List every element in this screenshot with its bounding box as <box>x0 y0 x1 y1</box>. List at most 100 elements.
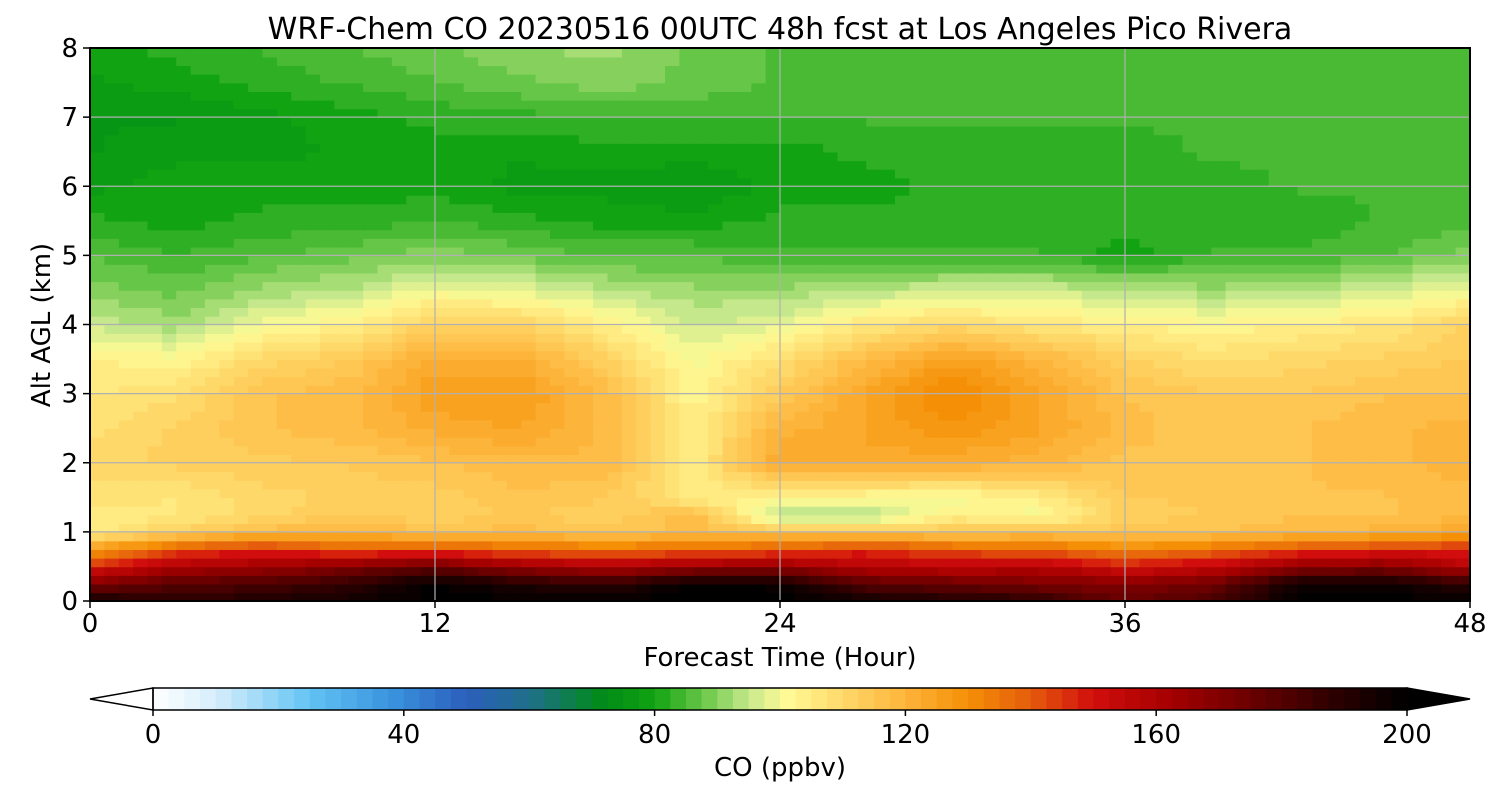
heat-cell <box>492 359 508 369</box>
heat-cell <box>895 549 911 559</box>
heat-cell <box>895 454 911 464</box>
heat-cell <box>650 255 666 265</box>
heat-cell <box>722 540 738 550</box>
heat-cell <box>205 160 221 170</box>
heat-cell <box>118 592 134 601</box>
heat-cell <box>995 367 1011 378</box>
heat-cell <box>1081 151 1098 162</box>
heat-cell <box>923 160 939 170</box>
heat-cell <box>909 480 925 490</box>
heat-cell <box>650 151 666 162</box>
heat-cell <box>736 289 753 300</box>
heat-cell <box>952 428 968 438</box>
heat-cell <box>636 540 652 550</box>
heat-cell <box>118 151 134 162</box>
heat-cell <box>693 281 709 291</box>
heat-cell <box>693 229 709 239</box>
heat-cell <box>1283 186 1299 196</box>
heat-cell <box>506 177 523 188</box>
heat-cell <box>650 341 666 352</box>
heat-cell <box>1182 549 1198 559</box>
heat-cell <box>233 272 249 283</box>
heat-cell <box>607 220 623 231</box>
heat-cell <box>866 557 882 568</box>
heat-cell <box>722 315 738 326</box>
heat-cell <box>305 531 321 542</box>
heat-cell <box>305 341 321 352</box>
heat-cell <box>1398 168 1414 179</box>
heat-cell <box>837 410 853 421</box>
heat-cell <box>1038 402 1054 412</box>
heat-cell <box>420 497 436 507</box>
heat-cell <box>161 445 178 455</box>
heat-cell <box>1412 315 1428 326</box>
heat-cell <box>233 488 249 499</box>
heat-cell <box>104 592 120 601</box>
heat-cell <box>1398 333 1414 343</box>
heat-cell <box>90 238 106 248</box>
heat-cell <box>219 393 235 404</box>
heat-cell <box>104 333 120 343</box>
heat-cell <box>708 376 724 386</box>
heat-cell <box>1182 566 1198 576</box>
heat-cell <box>492 367 508 378</box>
heat-cell <box>823 203 839 213</box>
heat-cell <box>521 592 537 601</box>
heat-cell <box>981 151 997 162</box>
heat-cell <box>693 428 709 438</box>
heat-cell <box>406 384 422 395</box>
heat-cell <box>1355 549 1371 559</box>
heat-cell <box>161 566 178 576</box>
heat-cell <box>463 428 479 438</box>
heat-cell <box>765 497 781 507</box>
heat-cell <box>262 462 278 473</box>
heat-cell <box>593 393 609 404</box>
heat-cell <box>866 410 882 421</box>
heat-cell <box>1240 264 1256 274</box>
heat-cell <box>966 307 983 317</box>
heat-cell <box>578 566 594 576</box>
heat-cell <box>506 255 523 265</box>
heat-cell <box>305 350 321 360</box>
heat-cell <box>780 298 796 309</box>
heat-cell <box>1153 246 1169 257</box>
heat-cell <box>693 177 709 188</box>
heat-cell <box>90 333 106 343</box>
heat-cell <box>564 497 580 507</box>
heat-cell <box>751 540 767 550</box>
heat-cell <box>90 531 106 542</box>
heat-cell <box>521 454 537 464</box>
heat-cell <box>248 462 264 473</box>
heat-cell <box>233 324 249 334</box>
heat-cell <box>765 454 781 464</box>
heat-cell <box>751 497 767 507</box>
heat-cell <box>1369 367 1385 378</box>
heat-cell <box>1412 393 1428 404</box>
heat-cell <box>1326 410 1342 421</box>
heat-cell <box>406 359 422 369</box>
heat-cell <box>1268 350 1284 360</box>
heat-cell <box>880 410 896 421</box>
heat-cell <box>550 359 566 369</box>
heat-cell <box>449 367 465 378</box>
heat-cell <box>1326 549 1342 559</box>
heat-cell <box>880 229 896 239</box>
heat-cell <box>118 212 134 222</box>
heat-cell <box>133 367 149 378</box>
heat-cell <box>535 255 551 265</box>
heat-cell <box>693 505 709 516</box>
heat-cell <box>219 480 235 490</box>
heat-cell <box>435 575 451 585</box>
heat-cell <box>823 410 839 421</box>
heat-cell <box>305 454 321 464</box>
heat-cell <box>147 238 163 248</box>
heat-cell <box>1383 523 1399 533</box>
heat-cell <box>722 333 738 343</box>
heat-cell <box>118 186 134 196</box>
heat-cell <box>406 315 422 326</box>
heat-cell <box>334 315 350 326</box>
heat-cell <box>1355 514 1371 525</box>
heat-cell <box>190 298 206 309</box>
heat-cell <box>248 402 264 412</box>
heat-cell <box>104 428 120 438</box>
